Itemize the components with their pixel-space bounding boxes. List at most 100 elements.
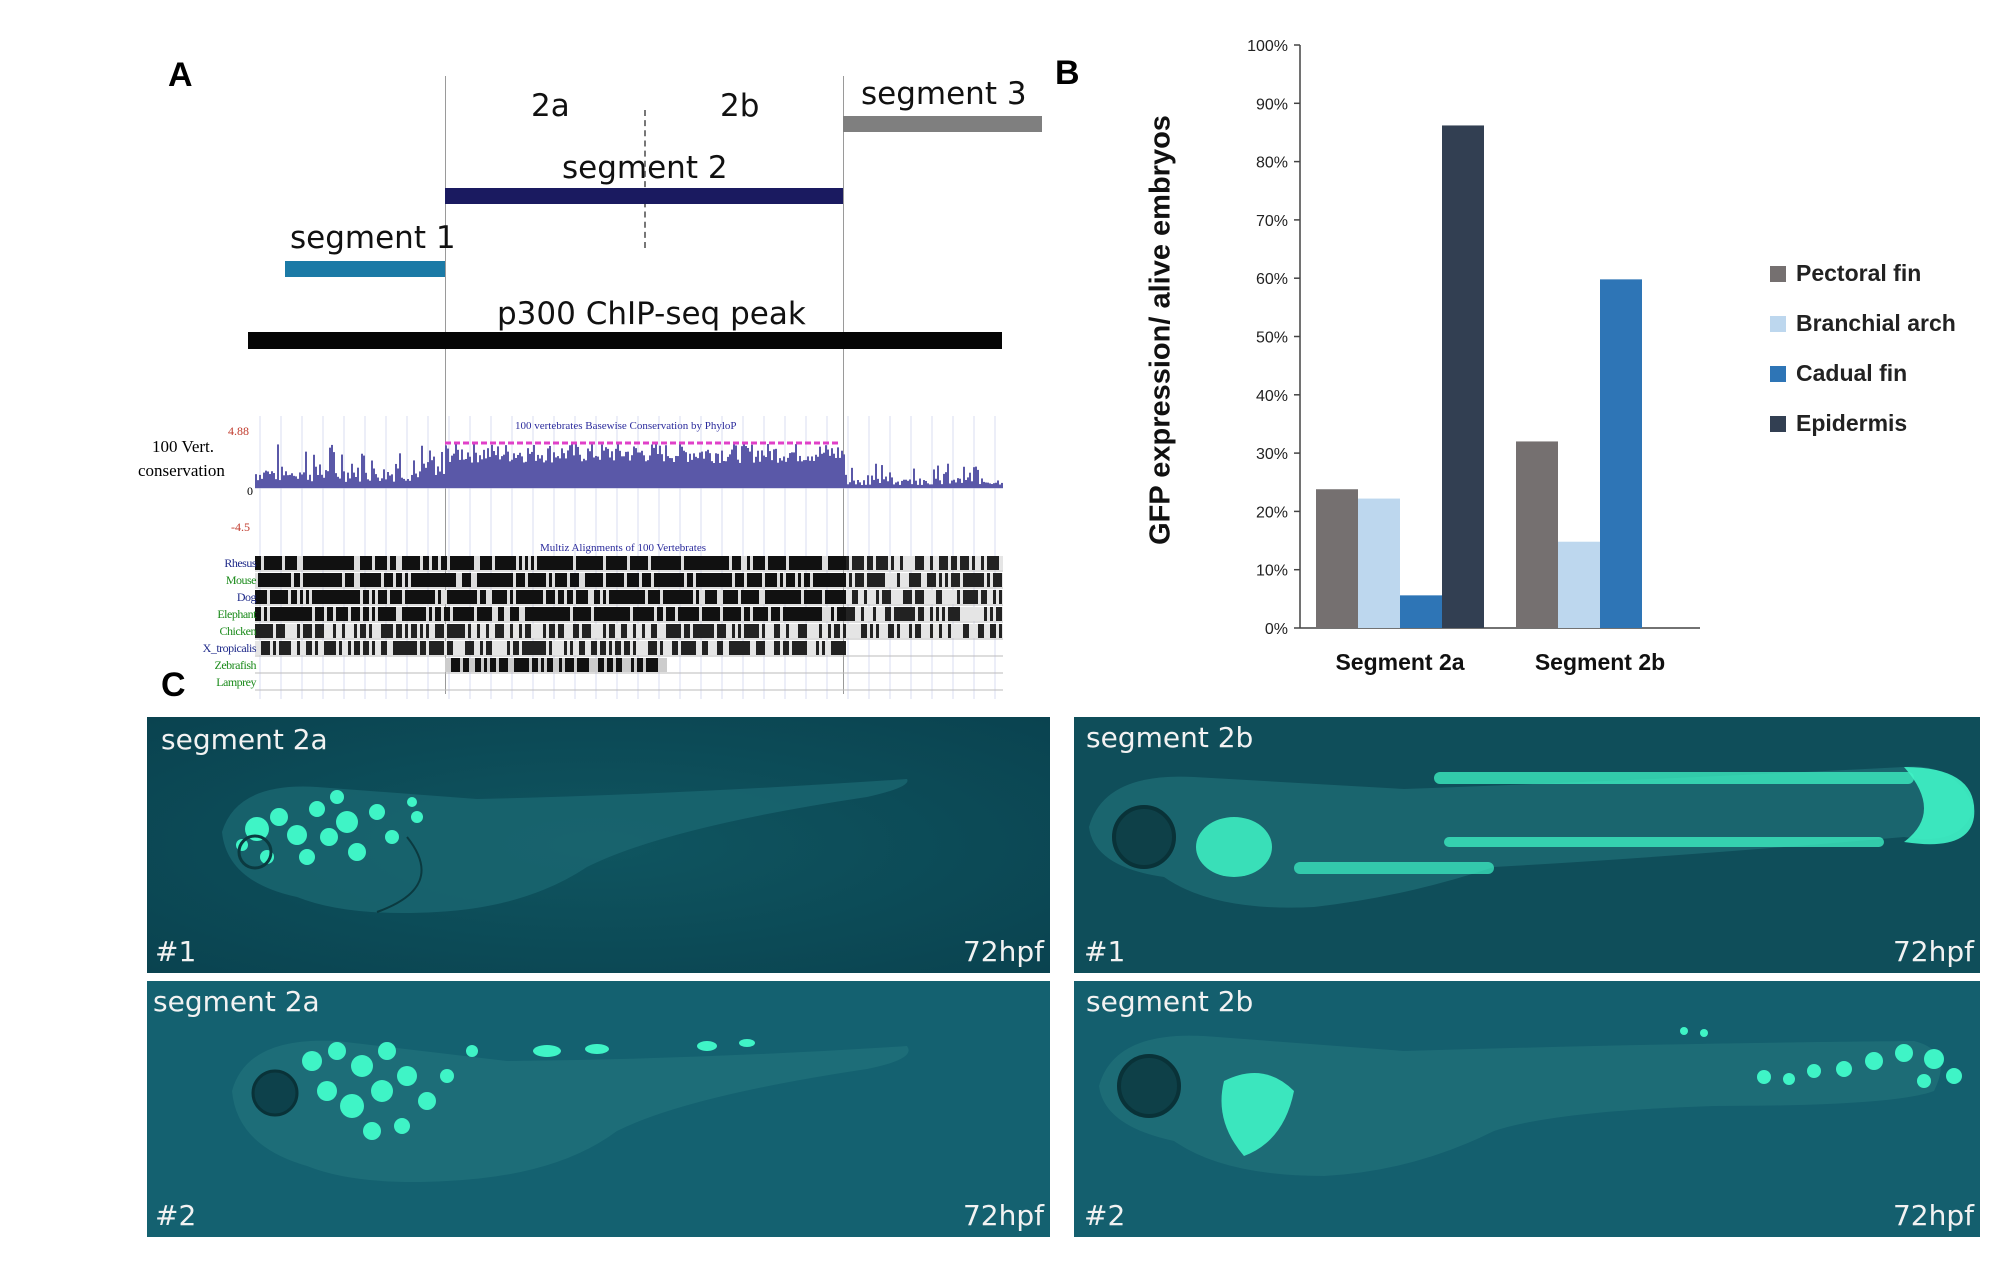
alignment-cell	[534, 556, 537, 570]
conservation-bar	[847, 484, 849, 488]
alignment-cell	[804, 590, 807, 604]
conservation-bar	[783, 456, 785, 488]
alignment-cell	[993, 607, 996, 621]
conservation-bar	[559, 458, 561, 488]
alignment-cell	[468, 624, 471, 638]
conservation-bar	[519, 452, 521, 488]
conservation-bar	[717, 453, 719, 488]
alignment-cell	[435, 624, 438, 638]
alignment-cell	[705, 556, 708, 570]
alignment-cell	[939, 607, 942, 621]
conservation-bar	[861, 484, 863, 488]
alignment-cell	[831, 556, 834, 570]
alignment-cell	[504, 641, 507, 655]
conservation-bar	[961, 482, 963, 488]
alignment-cell	[640, 658, 643, 672]
alignment-cell	[672, 556, 675, 570]
conservation-bar	[999, 484, 1001, 488]
alignment-cell	[915, 607, 918, 621]
alignment-cell	[879, 573, 882, 587]
conservation-bar	[643, 455, 645, 488]
conservation-bar	[801, 461, 803, 488]
alignment-cell	[294, 556, 297, 570]
alignment-cell	[816, 556, 819, 570]
species-label-mouse: Mouse	[225, 573, 257, 587]
alignment-cell	[693, 624, 696, 638]
alignment-cell	[642, 607, 645, 621]
alignment-cell	[570, 624, 573, 638]
alignment-cell	[318, 624, 321, 638]
alignment-cell	[984, 607, 987, 621]
alignment-cell	[459, 573, 462, 587]
alignment-cell	[294, 573, 297, 587]
legend-label: Branchial arch	[1796, 310, 1956, 336]
conservation-bar	[945, 472, 947, 488]
alignment-cell	[321, 624, 324, 638]
alignment-cell	[312, 590, 315, 604]
alignment-cell	[309, 641, 312, 655]
alignment-cell	[882, 624, 885, 638]
conservation-bar	[353, 472, 355, 488]
alignment-cell	[771, 607, 774, 621]
alignment-cell	[879, 624, 882, 638]
alignment-cell	[864, 573, 867, 587]
legend-swatch	[1770, 415, 1786, 432]
legend-swatch	[1770, 365, 1786, 382]
bar-chart: 0%10%20%30%40%50%60%70%80%90%100% Segmen…	[1247, 38, 1700, 675]
alignment-cell	[312, 556, 315, 570]
alignment-cell	[354, 641, 357, 655]
alignment-cell	[426, 641, 429, 655]
alignment-cell	[342, 607, 345, 621]
alignment-cell	[699, 607, 702, 621]
alignment-cell	[267, 641, 270, 655]
conservation-bar	[795, 444, 797, 488]
alignment-cell	[765, 641, 768, 655]
alignment-cell	[747, 556, 750, 570]
alignment-cell	[456, 607, 459, 621]
alignment-cell	[768, 607, 771, 621]
alignment-cell	[603, 573, 606, 587]
alignment-cell	[615, 590, 618, 604]
alignment-cell	[627, 556, 630, 570]
conservation-bar	[381, 478, 383, 488]
y-tick-label: 60%	[1256, 271, 1288, 288]
conservation-bar	[771, 460, 773, 488]
conservation-bar	[865, 484, 867, 488]
conservation-bar	[737, 459, 739, 488]
alignment-cell	[465, 590, 468, 604]
alignment-cell	[381, 641, 384, 655]
alignment-cell	[516, 590, 519, 604]
alignment-cell	[396, 624, 399, 638]
alignment-cell	[261, 590, 264, 604]
zebrafish-embryo-2a-2	[147, 981, 1050, 1237]
alignment-cell	[912, 590, 915, 604]
alignment-cell	[477, 641, 480, 655]
alignment-cell	[693, 590, 696, 604]
alignment-cell	[258, 556, 261, 570]
alignment-cell	[477, 607, 480, 621]
conservation-bar	[499, 459, 501, 488]
alignment-cell	[762, 556, 765, 570]
alignment-cell	[525, 556, 528, 570]
conservation-bar	[379, 480, 381, 488]
conservation-bar	[657, 454, 659, 488]
alignment-cell	[540, 607, 543, 621]
alignment-cell	[531, 573, 534, 587]
conservation-bar	[983, 481, 985, 488]
alignment-cell	[681, 641, 684, 655]
alignment-cell	[583, 658, 586, 672]
alignment-cell	[480, 573, 483, 587]
alignment-cell	[366, 624, 369, 638]
alignment-cell	[867, 590, 870, 604]
alignment-cell	[945, 590, 948, 604]
alignment-cell	[513, 641, 516, 655]
alignment-cell	[595, 658, 598, 672]
conservation-bar	[739, 462, 741, 488]
conservation-bar	[423, 463, 425, 488]
alignment-cell	[828, 573, 831, 587]
alignment-cell	[912, 556, 915, 570]
alignment-cell	[669, 641, 672, 655]
conservation-bar	[823, 452, 825, 488]
alignment-cell	[666, 556, 669, 570]
alignment-cell	[405, 556, 408, 570]
